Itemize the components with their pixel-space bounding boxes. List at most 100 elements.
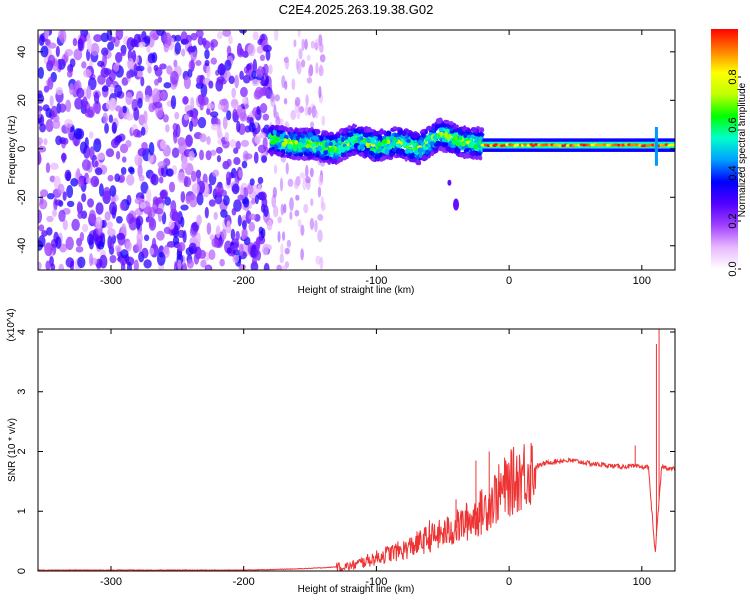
x-tick-label: -200: [233, 275, 255, 287]
carrier-cell: [565, 144, 570, 147]
noise-cell: [157, 161, 166, 169]
noise-cell: [226, 110, 232, 121]
noise-cell: [221, 228, 227, 240]
signal-cell: [291, 155, 296, 160]
noise-cell: [65, 236, 74, 251]
signal-cell: [315, 153, 320, 159]
noise-cell: [144, 94, 150, 103]
signal-cell: [465, 148, 470, 152]
noise-cell: [148, 103, 156, 113]
signal-cell: [425, 126, 432, 131]
noise-cell: [265, 49, 271, 61]
noise-cell: [47, 54, 56, 67]
noise-cell: [166, 65, 173, 75]
noise-cell: [114, 105, 122, 112]
noise-cell: [213, 211, 218, 220]
noise-cell: [206, 107, 211, 116]
signal-cell: [413, 149, 418, 155]
faint-noise-cell: [268, 64, 273, 75]
signal-cell: [329, 151, 334, 156]
carrier-cell: [594, 143, 599, 147]
faint-noise-cell: [286, 239, 292, 248]
noise-cell: [195, 232, 201, 245]
signal-cell: [408, 153, 415, 160]
noise-cell: [190, 170, 197, 182]
noise-cell: [257, 65, 264, 78]
signal-cell: [434, 123, 439, 129]
noise-cell: [143, 110, 148, 124]
noise-cell: [126, 213, 135, 225]
x-tick-label: -200: [233, 576, 255, 588]
noise-cell: [121, 77, 129, 86]
signal-cell: [417, 147, 424, 153]
signal-cell: [360, 144, 364, 151]
noise-cell: [237, 214, 242, 227]
noise-cell: [199, 149, 204, 161]
noise-cell: [74, 97, 83, 110]
signal-cell: [455, 124, 459, 129]
noise-cell: [220, 209, 228, 218]
noise-cell: [206, 222, 212, 235]
noise-cell: [226, 247, 232, 254]
noise-cell: [170, 95, 177, 110]
faint-noise-cell: [314, 42, 319, 51]
signal-cell: [350, 135, 356, 142]
noise-cell: [156, 30, 165, 37]
noise-cell: [222, 116, 228, 130]
noise-cell: [208, 249, 216, 261]
noise-cell: [136, 70, 144, 78]
noise-cell: [133, 259, 139, 270]
noise-cell: [47, 76, 54, 90]
noise-cell: [212, 169, 220, 177]
signal-cell: [415, 159, 421, 166]
noise-cell: [195, 30, 204, 38]
noise-cell: [215, 225, 221, 239]
noise-cell: [66, 200, 75, 208]
spectrogram-xlabel: Height of straight line (km): [298, 285, 415, 296]
signal-cell: [451, 140, 457, 146]
noise-cell: [196, 176, 201, 187]
noise-cell: [181, 156, 189, 169]
noise-cell: [104, 122, 109, 134]
noise-cell: [136, 231, 143, 245]
noise-cell: [256, 105, 261, 116]
signal-cell: [329, 146, 335, 152]
noise-cell: [144, 35, 151, 44]
noise-cell: [149, 30, 159, 39]
signal-cell: [269, 140, 276, 145]
noise-cell: [205, 150, 212, 161]
faint-noise-cell: [318, 174, 324, 186]
signal-cell: [462, 126, 467, 132]
noise-cell: [177, 229, 186, 239]
noise-cell: [254, 134, 261, 145]
noise-cell: [204, 59, 210, 67]
noise-cell: [243, 153, 253, 160]
signal-cell: [276, 151, 283, 157]
colorbar-gradient: [711, 29, 738, 269]
noise-cell: [171, 147, 180, 159]
noise-cell: [55, 45, 60, 58]
noise-cell: [239, 112, 248, 122]
faint-noise-cell: [290, 109, 297, 121]
noise-cell: [109, 201, 118, 216]
noise-cell: [183, 176, 192, 188]
noise-cell: [104, 211, 111, 221]
snr-ticks: -300 -200 -100 0 100 0 1 2 3 4: [16, 329, 675, 588]
noise-cell: [115, 135, 123, 144]
y-tick-label: 2: [16, 448, 28, 454]
signal-cell: [478, 136, 483, 141]
faint-noise-cell: [306, 77, 313, 84]
noise-cell: [99, 254, 108, 269]
faint-noise-cell: [272, 187, 277, 198]
noise-cell: [228, 75, 235, 85]
signal-cell: [470, 150, 476, 157]
signal-cell: [470, 134, 475, 138]
noise-cell: [38, 224, 45, 232]
signal-cell: [410, 139, 414, 145]
signal-cell: [366, 137, 370, 143]
signal-cell: [474, 154, 481, 160]
noise-cell: [196, 214, 202, 226]
noise-cell: [143, 259, 152, 269]
noise-cell: [217, 131, 223, 140]
noise-cell: [54, 199, 63, 206]
